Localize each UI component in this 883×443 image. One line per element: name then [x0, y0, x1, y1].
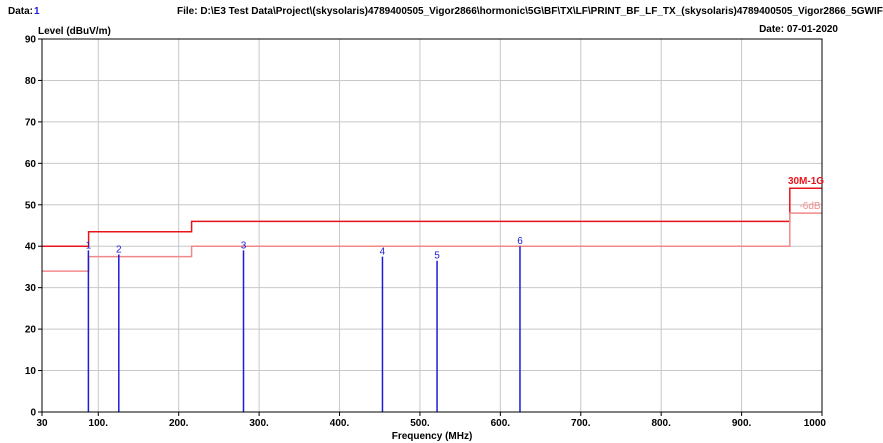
x-tick-label: 300. [249, 418, 269, 429]
y-tick-label: 80 [25, 76, 37, 87]
marker-label: 5 [434, 251, 440, 262]
y-tick-label: 0 [30, 408, 36, 419]
data-value: 1 [34, 6, 40, 17]
x-tick-label: 600. [491, 418, 511, 429]
marker-label: 4 [380, 247, 386, 258]
axis-ticks: 0 10 20 30 40 50 60 70 80 90 30 100. 200. 300. 400. 500… [25, 35, 827, 430]
y-tick-label: 60 [25, 159, 37, 170]
plot-frame [41, 38, 823, 413]
y-tick-label: 20 [25, 325, 37, 336]
grid-lines [42, 39, 822, 412]
x-axis-label: Frequency (MHz) [392, 431, 473, 442]
x-tick-label: 30 [36, 418, 48, 429]
marker-label: 3 [241, 240, 247, 251]
x-tick-label: 200. [169, 418, 189, 429]
x-tick-label: 1000 [804, 418, 827, 429]
x-tick-label: 100. [89, 418, 109, 429]
y-axis-label: Level (dBuV/m) [38, 26, 111, 37]
y-tick-label: 70 [25, 117, 37, 128]
margin-label: -6dB [799, 201, 820, 212]
marker-label: 6 [517, 236, 523, 247]
y-tick-label: 50 [25, 200, 37, 211]
x-tick-label: 800. [651, 418, 671, 429]
limit-lines [42, 187, 822, 272]
x-tick-label: 500. [410, 418, 430, 429]
x-tick-label: 900. [732, 418, 752, 429]
marker-label: 2 [116, 245, 122, 256]
limit-labels: 30M-1G -6dB [788, 176, 824, 212]
y-tick-label: 90 [25, 35, 37, 46]
data-label: Data: [8, 6, 34, 17]
x-tick-label: 400. [330, 418, 350, 429]
date-label: Date: 07-01-2020 [759, 24, 838, 35]
y-tick-label: 30 [25, 283, 37, 294]
limit-line [42, 187, 822, 247]
markers: 1 2 3 4 5 6 [86, 236, 523, 412]
file-path: File: D:\E3 Test Data\Project\(skysolari… [177, 6, 883, 17]
marker-label: 1 [86, 240, 92, 251]
x-tick-label: 700. [571, 418, 591, 429]
limit-label: 30M-1G [788, 176, 824, 187]
y-tick-label: 10 [25, 366, 37, 377]
y-tick-label: 40 [25, 242, 37, 253]
